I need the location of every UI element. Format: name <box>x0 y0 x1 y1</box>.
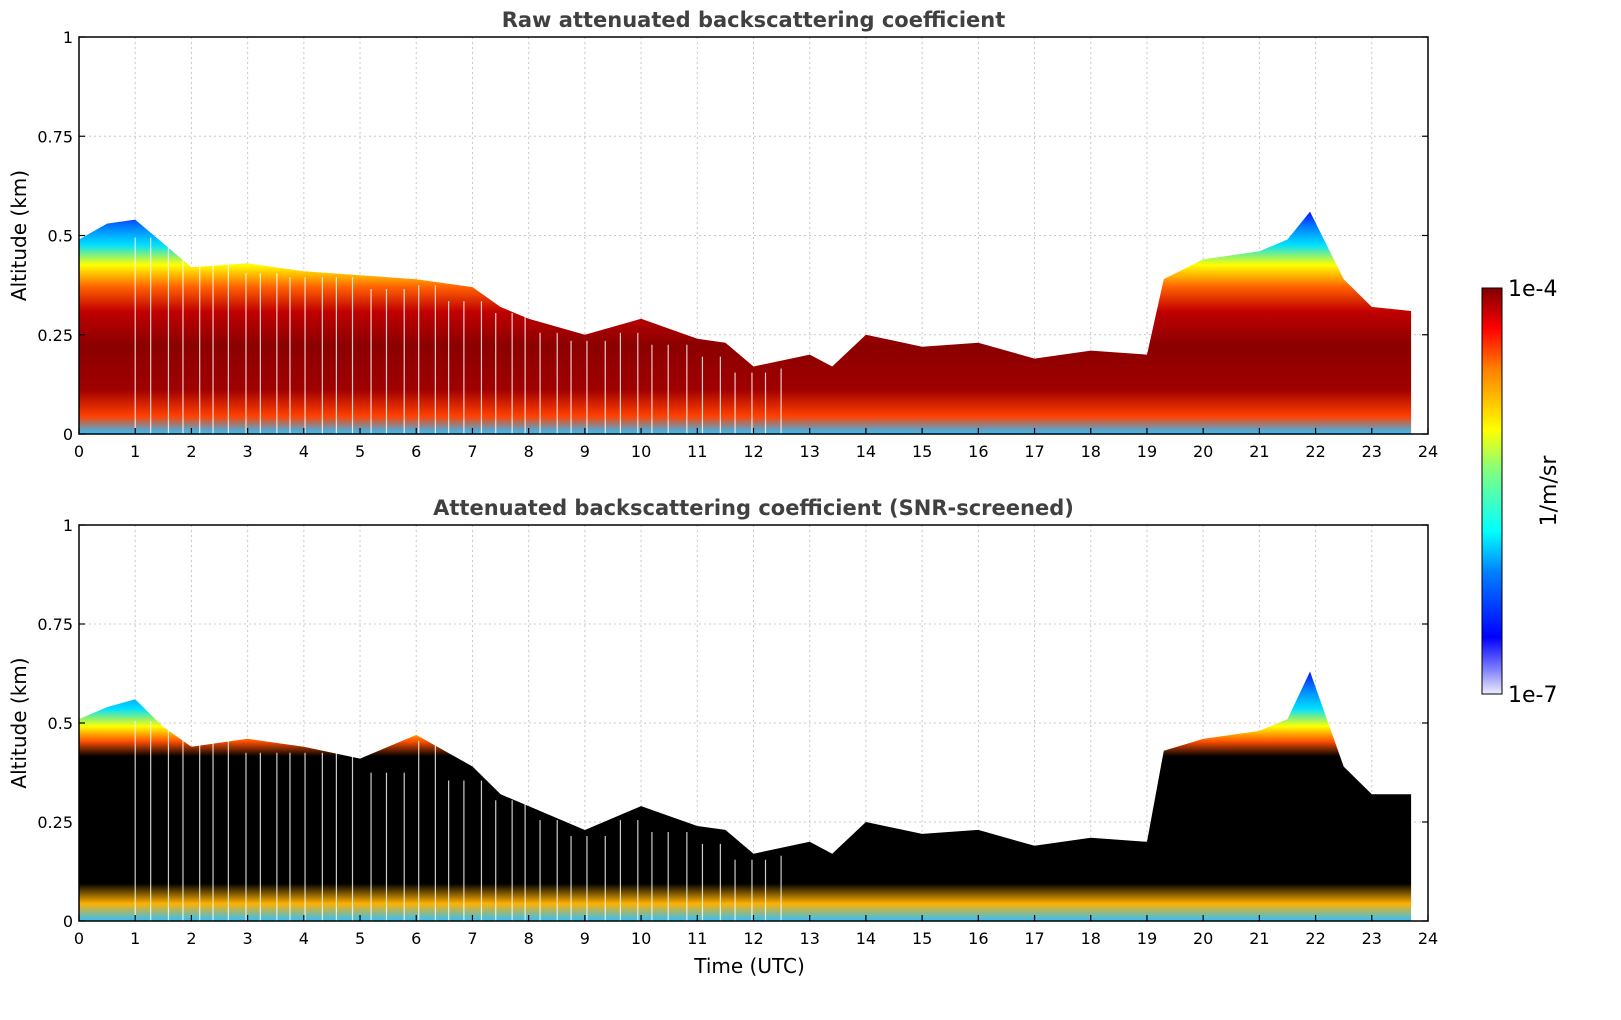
x-tick-label: 15 <box>912 929 932 948</box>
colorbar-unit-label: 1/m/sr <box>1537 455 1562 527</box>
x-tick-label: 1 <box>130 929 140 948</box>
panel-title: Attenuated backscattering coefficient (S… <box>433 496 1074 520</box>
x-axis-label: Time (UTC) <box>693 954 805 978</box>
x-tick-label: 2 <box>186 929 196 948</box>
x-tick-label: 4 <box>299 929 309 948</box>
x-tick-label: 2 <box>186 442 196 461</box>
x-tick-label: 21 <box>1249 442 1269 461</box>
y-tick-label: 0.25 <box>37 813 73 832</box>
data-gaps <box>134 705 782 921</box>
colorbar-max-label: 1e-4 <box>1508 277 1557 302</box>
x-tick-label: 23 <box>1362 929 1382 948</box>
x-tick-label: 3 <box>243 929 253 948</box>
y-tick-label: 0.25 <box>37 326 73 345</box>
panel-2: 0 1 2 3 4 5 6 7 8 9 10 11 12 13 14 15 16 17 18 19 20 21 22 23 24… <box>7 496 1438 978</box>
x-tick-label: 12 <box>743 442 763 461</box>
x-tick-label: 6 <box>411 929 421 948</box>
x-tick-label: 17 <box>1024 442 1044 461</box>
y-tick-label: 0.75 <box>37 127 73 146</box>
x-tick-label: 17 <box>1024 929 1044 948</box>
backscatter-field <box>79 671 1412 921</box>
colorbar-gradient <box>1481 287 1503 695</box>
x-tick-label: 22 <box>1305 442 1325 461</box>
x-tick-label: 7 <box>467 442 477 461</box>
x-tick-label: 20 <box>1193 442 1213 461</box>
panel-title: Raw attenuated backscattering coefficien… <box>502 8 1006 32</box>
x-tick-label: 0 <box>74 929 84 948</box>
x-tick-label: 9 <box>580 929 590 948</box>
y-tick-label: 1 <box>63 516 73 535</box>
y-tick-label: 0 <box>63 425 73 444</box>
x-tick-label: 16 <box>968 442 988 461</box>
x-tick-label: 10 <box>631 929 651 948</box>
x-tick-label: 7 <box>467 929 477 948</box>
x-tick-label: 15 <box>912 442 932 461</box>
x-tick-label: 19 <box>1137 929 1157 948</box>
x-tick-label: 14 <box>856 442 876 461</box>
x-tick-label: 20 <box>1193 929 1213 948</box>
x-tick-label: 13 <box>800 442 820 461</box>
x-tick-label: 11 <box>687 929 707 948</box>
y-tick-label: 1 <box>63 28 73 47</box>
y-tick-label: 0.5 <box>48 714 73 733</box>
x-tick-label: 21 <box>1249 929 1269 948</box>
x-tick-label: 8 <box>524 442 534 461</box>
x-tick-label: 18 <box>1081 442 1101 461</box>
x-tick-label: 4 <box>299 442 309 461</box>
x-tick-label: 16 <box>968 929 988 948</box>
x-tick-label: 1 <box>130 442 140 461</box>
x-tick-label: 18 <box>1081 929 1101 948</box>
x-tick-label: 5 <box>355 442 365 461</box>
y-tick-label: 0.75 <box>37 615 73 634</box>
data-gaps <box>134 225 782 434</box>
x-tick-label: 9 <box>580 442 590 461</box>
x-tick-label: 11 <box>687 442 707 461</box>
x-tick-label: 6 <box>411 442 421 461</box>
x-tick-label: 5 <box>355 929 365 948</box>
y-axis-label: Altitude (km) <box>7 170 31 301</box>
x-tick-label: 10 <box>631 442 651 461</box>
y-tick-label: 0.5 <box>48 227 73 246</box>
x-tick-label: 22 <box>1305 929 1325 948</box>
y-tick-label: 0 <box>63 912 73 931</box>
x-tick-label: 12 <box>743 929 763 948</box>
x-tick-label: 19 <box>1137 442 1157 461</box>
backscatter-field <box>79 211 1412 434</box>
colorbar-min-label: 1e-7 <box>1508 683 1557 708</box>
x-tick-label: 24 <box>1418 929 1438 948</box>
y-axis-label: Altitude (km) <box>7 657 31 788</box>
colorbar: 1e-4 1e-7 1/m/sr <box>1481 277 1562 708</box>
x-tick-label: 13 <box>800 929 820 948</box>
panel-1: 0 1 2 3 4 5 6 7 8 9 10 11 12 13 14 15 16 17 18 19 20 21 22 23 24… <box>7 8 1438 461</box>
x-tick-label: 14 <box>856 929 876 948</box>
x-tick-label: 24 <box>1418 442 1438 461</box>
x-tick-label: 3 <box>243 442 253 461</box>
x-tick-label: 23 <box>1362 442 1382 461</box>
x-tick-label: 0 <box>74 442 84 461</box>
x-tick-label: 8 <box>524 929 534 948</box>
